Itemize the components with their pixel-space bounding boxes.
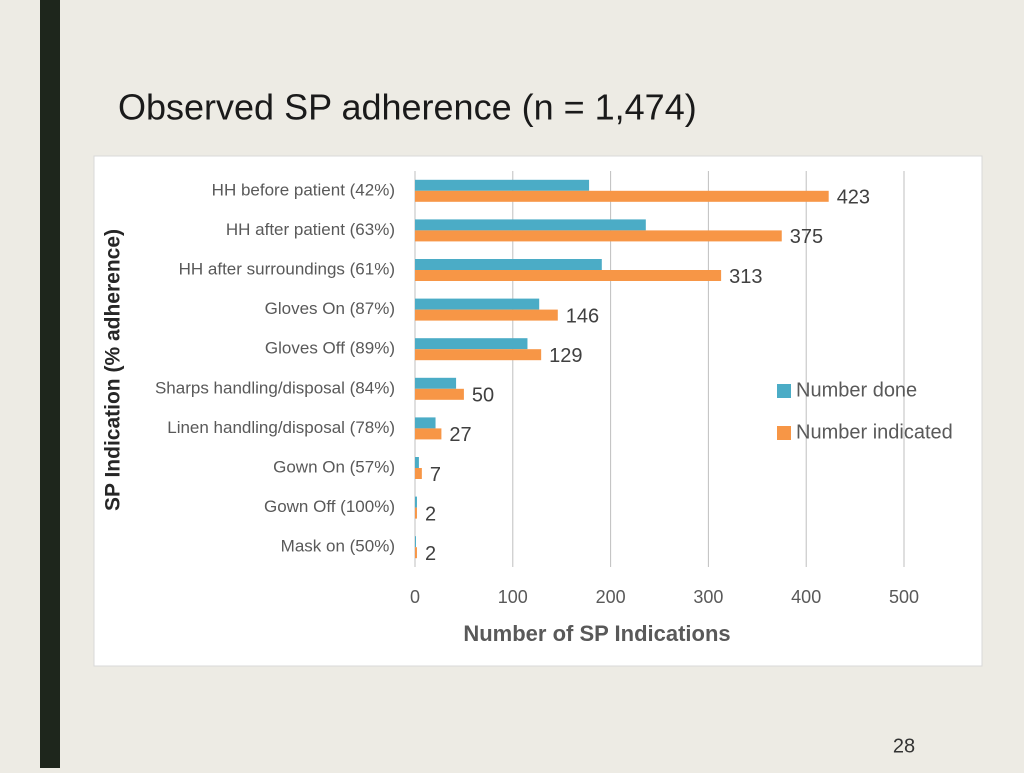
legend-swatch <box>777 426 791 440</box>
data-label: 7 <box>430 464 441 486</box>
page-number: 28 <box>893 735 915 757</box>
data-label: 375 <box>790 226 823 248</box>
bar <box>415 338 528 350</box>
data-label: 423 <box>837 187 870 209</box>
x-tick-label: 0 <box>410 587 420 607</box>
legend-label: Number indicated <box>796 421 953 443</box>
data-label: 129 <box>549 345 582 367</box>
y-tick-label: HH after patient (63%) <box>226 220 395 239</box>
y-tick-label: Gloves On (87%) <box>265 299 395 318</box>
bar <box>415 457 419 468</box>
legend-swatch <box>777 384 791 398</box>
y-tick-label: Linen handling/disposal (78%) <box>167 418 395 437</box>
x-tick-label: 100 <box>498 587 528 607</box>
bar <box>415 377 457 389</box>
x-tick-label: 200 <box>596 587 626 607</box>
data-label: 27 <box>449 424 471 446</box>
bar <box>415 536 416 548</box>
bar <box>415 259 602 270</box>
y-tick-label: HH before patient (42%) <box>212 180 395 199</box>
bar <box>415 428 442 440</box>
bar <box>415 349 542 361</box>
x-axis-title: Number of SP Indications <box>463 621 730 646</box>
side-bar <box>40 0 60 768</box>
x-tick-label: 500 <box>889 587 919 607</box>
bar <box>415 298 540 310</box>
bar <box>415 417 436 429</box>
data-label: 2 <box>425 543 436 565</box>
bar <box>415 179 590 191</box>
y-tick-label: Gown On (57%) <box>273 457 395 476</box>
y-tick-label: Mask on (50%) <box>281 537 395 556</box>
y-tick-label: Gown Off (100%) <box>264 497 395 516</box>
data-label: 146 <box>566 305 599 327</box>
x-tick-label: 400 <box>791 587 821 607</box>
y-tick-label: HH after surroundings (61%) <box>179 259 395 278</box>
bar <box>415 190 829 202</box>
y-tick-label: Gloves Off (89%) <box>265 339 395 358</box>
bar <box>415 388 464 400</box>
x-tick-label: 300 <box>693 587 723 607</box>
bar <box>415 309 558 321</box>
data-label: 313 <box>729 266 762 288</box>
legend-label: Number done <box>796 379 917 401</box>
bar <box>415 230 782 242</box>
bar <box>415 468 422 479</box>
y-tick-label: Sharps handling/disposal (84%) <box>155 378 395 397</box>
slide-title: Observed SP adherence (n = 1,474) <box>118 87 697 128</box>
bar <box>415 507 417 519</box>
y-axis-title: SP Indication (% adherence) <box>102 229 125 511</box>
bar <box>415 547 417 559</box>
bar <box>415 270 722 281</box>
bar <box>415 219 646 231</box>
data-label: 50 <box>472 385 494 407</box>
data-label: 2 <box>425 503 436 525</box>
bar <box>415 496 417 508</box>
